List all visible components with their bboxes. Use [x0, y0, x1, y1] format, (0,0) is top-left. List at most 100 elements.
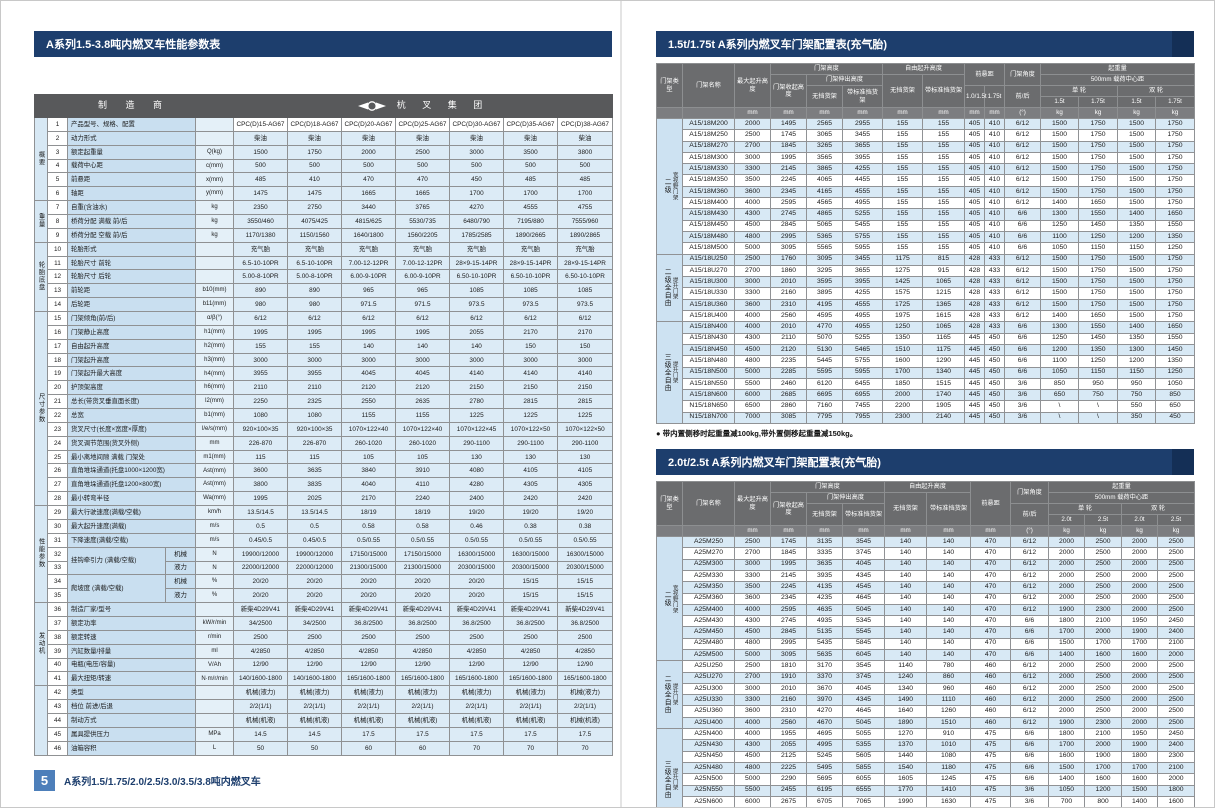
col-header-free-lift: 自由起升高度 [882, 63, 965, 75]
spec-value: 12/90 [503, 657, 559, 673]
unit-header [656, 107, 683, 119]
mast-value: 3635 [806, 558, 843, 571]
mast-model: A25M500 [682, 648, 735, 662]
mast-value: 1750 [1155, 253, 1195, 266]
mast-value: 445 [964, 400, 985, 413]
unit-header: kg [1078, 107, 1118, 119]
mast-value: 860 [926, 671, 971, 684]
mast-value: 4045 [842, 682, 885, 696]
mast-value: 4300 [734, 208, 771, 221]
spec-value: 1665 [341, 186, 397, 202]
spec-value: 2170 [503, 324, 559, 340]
mast-value: 6/6 [1004, 343, 1041, 357]
param-label: 额定转速 [67, 629, 196, 645]
mast-value: 1575 [882, 287, 923, 300]
mast-value: 4500 [734, 343, 771, 357]
col-header-tilt-fwd-back: 前/后 [1010, 503, 1049, 527]
row-number: 16 [47, 324, 68, 340]
mast-value: 1630 [926, 795, 971, 807]
row-number: 35 [47, 588, 68, 604]
mast-group-label-text: 二级全自由 提升门架 [658, 268, 681, 307]
spec-value: 20/20 [395, 574, 451, 590]
mast-value: 1500 [1048, 761, 1085, 775]
col-header-collapsed: 门架收起高度 [770, 492, 807, 527]
unit-header: kg [1117, 107, 1156, 119]
mast-value: 140 [926, 581, 971, 594]
spec-value: 28×9-15-14PR [557, 255, 614, 271]
param-label: 货叉调节范围(货叉外侧) [67, 435, 196, 451]
spec-value: 1085 [557, 283, 614, 299]
mast-value: 1725 [882, 298, 923, 312]
mast-value: 3095 [770, 242, 807, 255]
spec-value: 柴油 [341, 130, 397, 146]
mast-model: A25M330 [682, 569, 735, 583]
col-header-overhang-1: 1.0/1.5t [964, 85, 987, 108]
mast-value: 1500 [1121, 784, 1158, 797]
mast-table-1-title-bar: 1.5t/1.75t A系列内燃叉车门架配置表(充气胎) [656, 31, 1194, 57]
mast-value: 2290 [770, 773, 807, 786]
mast-value: 1150 [1117, 366, 1156, 379]
mast-value: 140 [884, 615, 927, 628]
mast-value: 2000 [1121, 581, 1158, 594]
spec-value: 2055 [449, 324, 505, 340]
mast-group-main: 二级 [663, 178, 671, 195]
mast-value: 140 [884, 648, 927, 662]
mast-value: 2460 [770, 377, 807, 391]
mast-value: 475 [970, 739, 1011, 752]
mast-value: 3135 [806, 536, 843, 549]
row-number: 7 [47, 200, 68, 216]
mast-model: A15/18N400 [682, 321, 735, 334]
unit-header: kg [1048, 525, 1085, 538]
mast-value: 3335 [806, 547, 843, 560]
mast-value: 2000 [1048, 671, 1085, 684]
mast-value: 3065 [806, 129, 843, 142]
mast-model: N15/18N650 [682, 400, 735, 413]
param-unit: y(mm) [194, 186, 235, 202]
mast-value: 450 [984, 332, 1005, 345]
spec-value: 7.00-12-12PR [341, 255, 397, 271]
spec-value: 新柴4D29V41 [503, 602, 559, 617]
spec-value: 28×9-15-14PR [449, 255, 505, 271]
mast-value: 140 [884, 569, 927, 583]
mast-group-label: 二级全自由 提升门架 [656, 660, 683, 730]
mast-value: 6500 [734, 400, 771, 413]
spec-value: 260-1020 [341, 435, 397, 451]
mast-value: 2000 [1048, 569, 1085, 583]
spec-value: 165/1600-1800 [341, 671, 397, 687]
row-number: 23 [47, 421, 68, 437]
mast-value: 2000 [1121, 592, 1158, 605]
mast-value: 1215 [922, 287, 965, 300]
col-header-capacity-tonnage: 1.75t [1155, 96, 1195, 108]
mast-value: 4270 [806, 705, 843, 718]
col-header-single-tire: 单 轮 [1048, 503, 1122, 516]
unit-header: mm [734, 525, 771, 538]
mast-value: 6/12 [1010, 682, 1049, 696]
mast-value: 4300 [734, 739, 771, 752]
mast-group-main: 二级全自由 [663, 268, 671, 308]
mast-value: 1750 [1155, 310, 1195, 323]
mast-value: 1200 [1117, 230, 1156, 244]
mast-value: 155 [922, 230, 965, 244]
row-number: 15 [47, 311, 68, 326]
param-unit: l/e/s(mm) [194, 421, 235, 437]
mast-group-label: 二级全自由 提升门架 [656, 253, 683, 323]
param-label: 前悬距 [67, 172, 196, 188]
mast-value: 6000 [734, 795, 771, 807]
mast-value: 6/12 [1010, 660, 1049, 673]
mast-value: 1845 [770, 547, 807, 560]
mast-value: 1290 [922, 355, 965, 368]
mast-value: 1515 [922, 377, 965, 391]
mast-value: 140 [884, 626, 927, 639]
spec-value: 5.00-8-10PR [287, 269, 343, 285]
row-number: 4 [47, 158, 68, 174]
mast-value: 815 [922, 253, 965, 266]
mast-value: 6/12 [1010, 558, 1049, 571]
mast-value: 1250 [1078, 230, 1118, 244]
param-unit: α/β(°) [194, 311, 235, 326]
param-label: 自由起升高度 [67, 338, 196, 354]
param-label: 直角堆垛通道(托盘1000×1200宽) [67, 463, 196, 479]
spec-value: 新柴4D29V41 [287, 602, 343, 617]
param-label: 最小离地间隙 满载 门架处 [67, 449, 196, 465]
col-header-free-no-backrest: 无挡货架 [884, 492, 927, 527]
mast-value: 2500 [1157, 705, 1195, 718]
